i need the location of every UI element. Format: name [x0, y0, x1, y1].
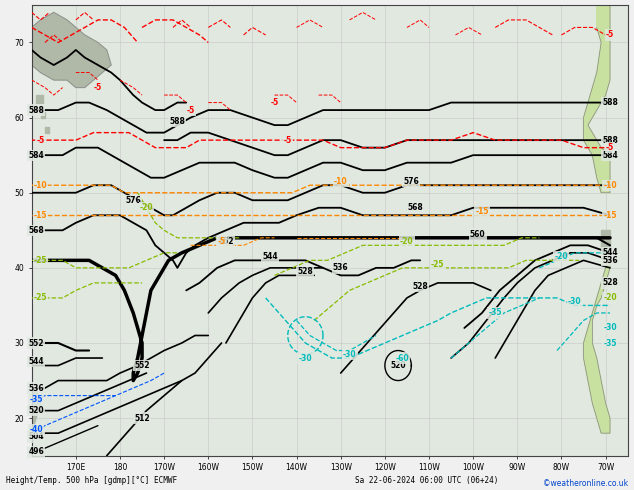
- Text: ©weatheronline.co.uk: ©weatheronline.co.uk: [543, 479, 628, 488]
- Text: 520: 520: [29, 406, 44, 415]
- Text: -5: -5: [606, 143, 614, 152]
- Text: 528: 528: [297, 267, 313, 276]
- Text: 536: 536: [333, 263, 349, 272]
- Polygon shape: [583, 230, 610, 433]
- Text: -30: -30: [299, 353, 312, 363]
- Text: 504: 504: [29, 432, 44, 441]
- Text: -35: -35: [604, 339, 617, 347]
- Text: 512: 512: [134, 414, 150, 423]
- Text: -25: -25: [34, 294, 48, 302]
- Text: 588: 588: [169, 117, 185, 126]
- Text: -15: -15: [476, 207, 489, 216]
- Text: -30: -30: [343, 350, 356, 359]
- Polygon shape: [32, 388, 41, 433]
- Polygon shape: [45, 126, 49, 133]
- Text: Height/Temp. 500 hPa [gdmp][°C] ECMWF: Height/Temp. 500 hPa [gdmp][°C] ECMWF: [6, 476, 178, 485]
- Text: 544: 544: [29, 357, 44, 367]
- Text: 584: 584: [29, 150, 44, 160]
- Text: 528: 528: [602, 278, 618, 288]
- Text: -25: -25: [34, 256, 48, 265]
- Text: -40: -40: [29, 425, 43, 434]
- Text: 552: 552: [29, 339, 44, 347]
- Text: -5: -5: [186, 105, 195, 115]
- Text: 544: 544: [262, 252, 278, 261]
- Text: -5: -5: [36, 136, 44, 145]
- Text: -30: -30: [568, 297, 581, 306]
- Text: 552: 552: [218, 237, 234, 246]
- Text: -5: -5: [270, 98, 278, 107]
- Text: 496: 496: [29, 447, 44, 457]
- Text: 568: 568: [408, 203, 424, 212]
- Text: 528: 528: [412, 282, 428, 291]
- Text: 576: 576: [126, 196, 141, 205]
- Text: 588: 588: [602, 98, 618, 107]
- Polygon shape: [583, 5, 610, 193]
- Text: -5: -5: [94, 83, 102, 92]
- Text: 520: 520: [391, 361, 406, 370]
- Text: -10: -10: [603, 181, 617, 190]
- Text: -25: -25: [431, 260, 444, 269]
- Text: 568: 568: [29, 226, 44, 235]
- Text: 536: 536: [29, 384, 44, 392]
- Text: 588: 588: [602, 136, 618, 145]
- Text: 536: 536: [602, 256, 618, 265]
- Text: -5: -5: [283, 136, 292, 145]
- Text: -20: -20: [555, 252, 568, 261]
- Text: -10: -10: [34, 181, 48, 190]
- Polygon shape: [601, 230, 610, 253]
- Text: 588: 588: [28, 105, 44, 115]
- Text: -35: -35: [488, 308, 502, 318]
- Text: -5: -5: [606, 30, 614, 40]
- Polygon shape: [32, 12, 111, 88]
- Text: -20: -20: [400, 237, 414, 246]
- Text: -10: -10: [334, 177, 347, 186]
- Polygon shape: [41, 112, 45, 118]
- Text: -20: -20: [139, 203, 153, 212]
- Text: -15: -15: [34, 211, 48, 220]
- Text: 584: 584: [602, 150, 618, 160]
- Text: -15: -15: [604, 211, 617, 220]
- Text: 560: 560: [470, 229, 486, 239]
- Text: -60: -60: [396, 353, 410, 363]
- Text: 544: 544: [602, 248, 618, 257]
- Text: -30: -30: [603, 323, 617, 333]
- Text: Sa 22-06-2024 06:00 UTC (06+24): Sa 22-06-2024 06:00 UTC (06+24): [355, 476, 498, 485]
- Text: 576: 576: [403, 177, 419, 186]
- Text: 552: 552: [134, 361, 150, 370]
- Text: -5: -5: [217, 237, 226, 246]
- Text: -35: -35: [29, 395, 43, 404]
- Polygon shape: [36, 95, 42, 102]
- Text: -20: -20: [603, 294, 617, 302]
